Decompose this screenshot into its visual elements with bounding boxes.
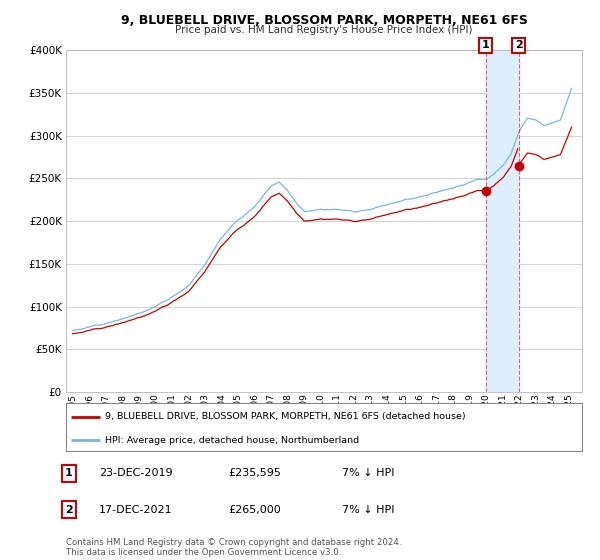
Text: £235,595: £235,595 — [228, 468, 281, 478]
Text: 9, BLUEBELL DRIVE, BLOSSOM PARK, MORPETH, NE61 6FS (detached house): 9, BLUEBELL DRIVE, BLOSSOM PARK, MORPETH… — [104, 412, 466, 421]
Text: HPI: Average price, detached house, Northumberland: HPI: Average price, detached house, Nort… — [104, 436, 359, 445]
Text: 17-DEC-2021: 17-DEC-2021 — [99, 505, 173, 515]
Text: 2: 2 — [515, 40, 523, 50]
Text: 2: 2 — [65, 505, 73, 515]
Text: £265,000: £265,000 — [228, 505, 281, 515]
Bar — [485, 50, 518, 392]
Text: 7% ↓ HPI: 7% ↓ HPI — [342, 468, 395, 478]
Text: 9, BLUEBELL DRIVE, BLOSSOM PARK, MORPETH, NE61 6FS: 9, BLUEBELL DRIVE, BLOSSOM PARK, MORPETH… — [121, 14, 527, 27]
Text: Contains HM Land Registry data © Crown copyright and database right 2024.
This d: Contains HM Land Registry data © Crown c… — [66, 538, 401, 557]
Text: 23-DEC-2019: 23-DEC-2019 — [99, 468, 173, 478]
Text: 1: 1 — [65, 468, 73, 478]
Text: Price paid vs. HM Land Registry's House Price Index (HPI): Price paid vs. HM Land Registry's House … — [175, 25, 473, 35]
Text: 1: 1 — [482, 40, 490, 50]
Text: 7% ↓ HPI: 7% ↓ HPI — [342, 505, 395, 515]
